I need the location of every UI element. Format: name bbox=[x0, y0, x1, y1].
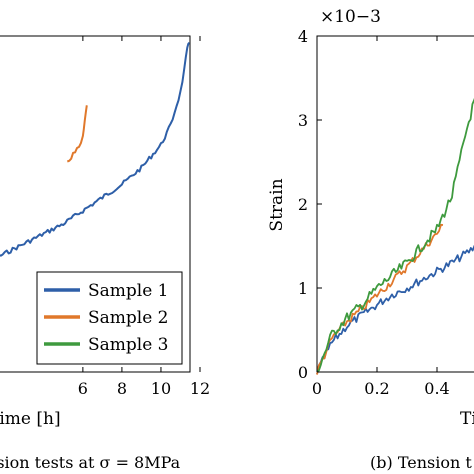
panel-a-caption: (a) Tension tests at σ = 8MPa bbox=[0, 453, 181, 472]
panel-b-ytick-label: 0 bbox=[298, 363, 308, 382]
panel-b-axes bbox=[316, 35, 474, 373]
panel-a-series-sample-1 bbox=[0, 42, 191, 257]
panel-b-xtick-label: 0.2 bbox=[364, 379, 389, 398]
panel-b-series bbox=[316, 97, 474, 375]
panel-a-legend: Sample 1 Sample 2 Sample 3 bbox=[36, 271, 183, 365]
panel-a-series-sample-2 bbox=[66, 105, 88, 163]
panel-b-series-sample-3 bbox=[316, 97, 474, 372]
legend-label-sample-2: Sample 2 bbox=[88, 308, 169, 328]
panel-a-ticks: 6 8 10 12 bbox=[78, 36, 210, 398]
panel-b: 0 1 2 3 4 0 0.2 0.4 Strain ×10−3 Time (b) Tensi… bbox=[267, 7, 474, 472]
panel-b-xtick-label: 0.4 bbox=[424, 379, 449, 398]
panel-a-xlabel: Time [h] bbox=[0, 409, 61, 429]
panel-b-ytick-label: 3 bbox=[298, 111, 308, 130]
panel-a-xtick-label: 8 bbox=[117, 379, 127, 398]
panel-b-series-sample-1 bbox=[316, 244, 474, 375]
panel-b-ytick-label: 2 bbox=[298, 195, 308, 214]
panel-a-xtick-label: 12 bbox=[190, 379, 210, 398]
panel-a-xtick-label: 6 bbox=[78, 379, 88, 398]
panel-a-xtick-label: 10 bbox=[151, 379, 171, 398]
legend-label-sample-3: Sample 3 bbox=[88, 335, 169, 355]
panel-b-ytick-label: 4 bbox=[298, 27, 308, 46]
panel-a-frame bbox=[0, 35, 191, 373]
legend-label-sample-1: Sample 1 bbox=[88, 281, 169, 301]
panel-b-xlabel: Time bbox=[460, 409, 474, 429]
panel-b-ylabel: Strain bbox=[267, 178, 287, 231]
panel-b-ticks: 0 1 2 3 4 0 0.2 0.4 bbox=[298, 27, 450, 398]
panel-b-xtick-label: 0 bbox=[312, 379, 322, 398]
panel-a: 6 8 10 12 Time [h] Sample 1 Sample 2 Sample… bbox=[0, 35, 210, 472]
panel-a-series bbox=[0, 42, 191, 257]
panel-b-frame bbox=[316, 35, 474, 373]
panel-b-ytick-label: 1 bbox=[298, 279, 308, 298]
panel-b-multiplier: ×10−3 bbox=[320, 7, 381, 27]
panel-b-caption: (b) Tension t bbox=[370, 453, 472, 472]
panel-a-axes bbox=[0, 35, 191, 373]
